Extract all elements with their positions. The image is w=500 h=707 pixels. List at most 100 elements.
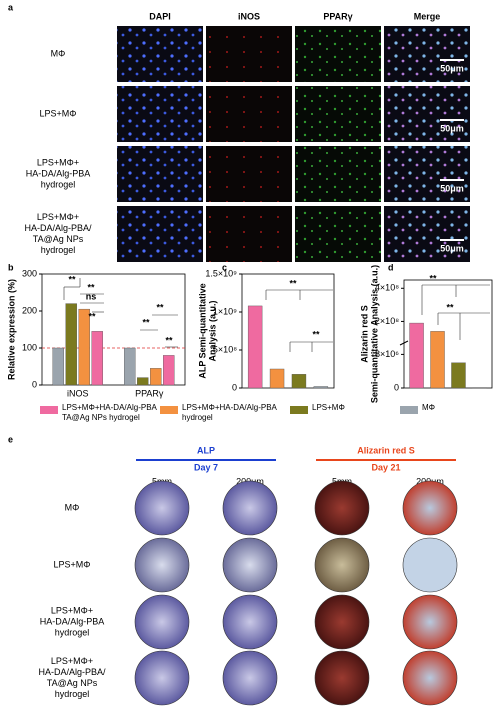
stained-well	[314, 650, 370, 706]
stained-well	[314, 480, 370, 536]
panel-label: b	[8, 262, 14, 272]
stained-well	[134, 594, 190, 650]
bar	[65, 303, 77, 386]
row-label: hydrogel	[41, 179, 76, 189]
stained-well	[134, 650, 190, 706]
bar	[163, 355, 175, 386]
significance-mark: **	[312, 329, 320, 339]
bar	[313, 386, 329, 389]
row-label: LPS+MΦ+	[37, 157, 79, 167]
plot-frame	[41, 273, 186, 386]
row-label: LPS+MΦ	[40, 108, 77, 118]
bar	[247, 305, 263, 389]
y-tick-label: 1×10⁹	[213, 306, 237, 316]
stained-well	[314, 594, 370, 650]
micrograph	[206, 26, 292, 82]
legend-swatch	[160, 406, 178, 414]
legend-swatch	[290, 406, 308, 414]
stained-well	[222, 650, 278, 706]
row-label: TA@Ag NPs	[33, 234, 84, 244]
bar	[269, 368, 285, 389]
y-axis-label: Relative expression (%)	[6, 279, 16, 380]
stained-well	[134, 537, 190, 593]
stained-well	[402, 594, 458, 650]
stained-well	[402, 480, 458, 536]
row-label: MΦ	[51, 48, 66, 58]
legend-text-box: LPS+MΦ+HA-DA/Alg-PBA hydrogel	[182, 403, 277, 422]
scale-label: 50μm	[440, 243, 464, 253]
micrograph	[295, 26, 381, 82]
micrograph	[117, 146, 203, 202]
legend-label: MΦ	[422, 403, 436, 412]
panel-label: c	[222, 262, 227, 272]
y-tick-label: 2×10⁸	[375, 316, 399, 326]
significance-mark: **	[156, 302, 164, 312]
x-tick-label: PPARγ	[135, 388, 164, 398]
bar	[150, 368, 162, 386]
legend-label: LPS+MΦ+HA-DA/Alg-PBA TA@Ag NPs hydrogel	[62, 403, 157, 422]
assay-day: Day 7	[194, 462, 218, 472]
bar	[137, 377, 149, 386]
micrograph	[206, 146, 292, 202]
plot-frame	[403, 279, 493, 389]
y-tick-label: 4×10⁸	[375, 283, 399, 293]
column-header: iNOS	[238, 11, 260, 21]
bar	[409, 322, 424, 389]
row-label: HA-DA/Alg-PBA	[26, 168, 91, 178]
stained-well	[222, 537, 278, 593]
column-header: Merge	[414, 11, 441, 21]
micrograph	[384, 26, 470, 82]
micrograph	[206, 206, 292, 262]
bar	[451, 362, 466, 389]
scale-label: 50μm	[440, 183, 464, 193]
y-tick-label: 8×10⁶	[375, 349, 399, 359]
y-axis-label: Analysis (a.u.)	[207, 300, 217, 361]
significance-mark: **	[289, 278, 297, 288]
legend-label: LPS+MΦ+HA-DA/Alg-PBA hydrogel	[182, 403, 277, 422]
y-tick-label: 300	[22, 268, 37, 278]
micrograph	[384, 206, 470, 262]
assay-title: Alizarin red S	[357, 445, 415, 455]
micrograph	[384, 146, 470, 202]
legend-text-box: LPS+MΦ	[312, 403, 345, 412]
bar	[78, 308, 90, 386]
assay-day: Day 21	[371, 462, 400, 472]
significance-mark: **	[429, 273, 437, 283]
micrograph	[117, 206, 203, 262]
row-label: LPS+MΦ+	[37, 212, 79, 222]
scale-label: 50μm	[440, 63, 464, 73]
stained-well	[134, 480, 190, 536]
row-label: hydrogel	[55, 627, 90, 637]
y-axis-label: ALP Semi-quantitative	[197, 283, 207, 378]
bar	[52, 347, 64, 386]
row-label: hydrogel	[41, 245, 76, 255]
row-label: TA@Ag NPs	[47, 678, 98, 688]
row-label: HA-DA/Alg-PBA/	[24, 223, 92, 233]
y-tick-label: 200	[22, 305, 37, 315]
stained-well	[222, 594, 278, 650]
assay-title: ALP	[197, 445, 215, 455]
y-tick-label: 0	[32, 379, 37, 389]
micrograph	[384, 86, 470, 142]
y-axis-label: Alizarin red S	[359, 305, 369, 363]
row-label: HA-DA/Alg-PBA	[40, 616, 105, 626]
column-header: PPARγ	[323, 11, 352, 21]
micrograph	[295, 86, 381, 142]
micrograph	[117, 86, 203, 142]
significance-mark: **	[88, 311, 96, 321]
row-label: LPS+MΦ+	[51, 605, 93, 615]
significance-mark: **	[165, 335, 173, 345]
y-tick-label: 0	[232, 382, 237, 392]
row-label: hydrogel	[55, 689, 90, 699]
panel-label: e	[8, 434, 13, 444]
bar	[430, 331, 445, 389]
stained-well	[222, 480, 278, 536]
y-tick-label: 1.5×10⁹	[205, 268, 237, 278]
legend-swatch	[400, 406, 418, 414]
row-label: LPS+MΦ	[54, 559, 91, 569]
y-tick-label: 0	[394, 382, 399, 392]
significance-mark: **	[142, 317, 150, 327]
stained-well	[314, 537, 370, 593]
scale-label: 50μm	[440, 123, 464, 133]
